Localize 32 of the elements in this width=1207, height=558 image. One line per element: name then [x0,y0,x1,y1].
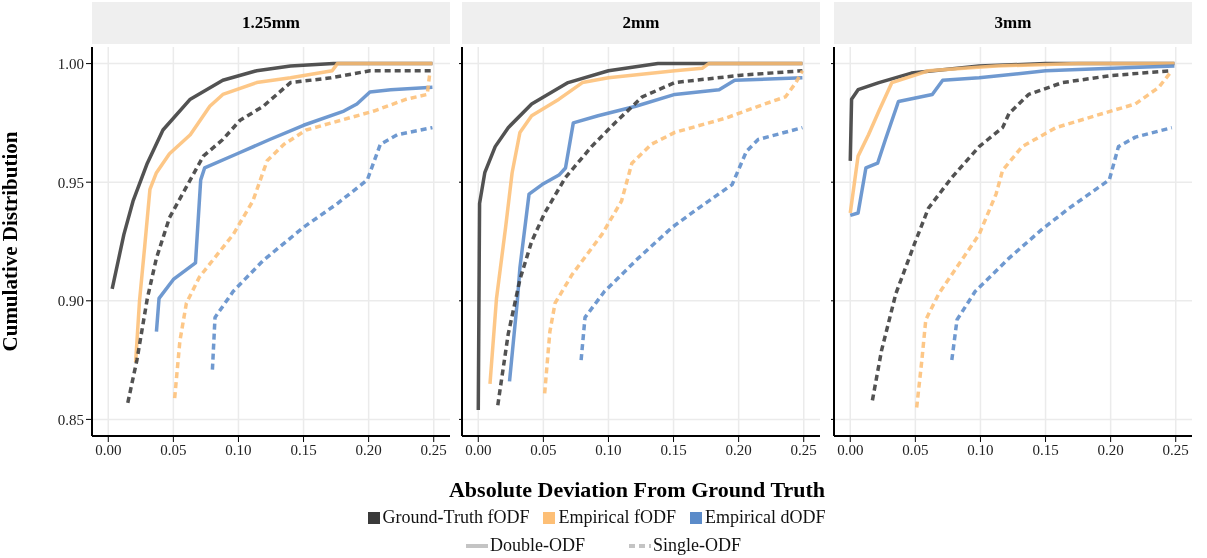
text: Single-ODF [652,534,741,557]
chart-title: 2mm [462,2,820,44]
x-tick-label: 0.15 [290,441,317,458]
x-tick-label: 0.00 [837,441,864,458]
x-tick-label: 0.25 [420,441,447,458]
x-tick-label: 0.10 [225,441,252,458]
chart-title: 1.25mm [92,2,450,44]
x-tick-label: 0.05 [160,441,187,458]
y-axis-title: Cumulative Distribution [0,131,23,352]
x-tick-label: 0.05 [902,441,929,458]
x-tick-label: 0.20 [1097,441,1124,458]
chart-title: 3mm [834,2,1192,44]
x-tick-label: 0.15 [1032,441,1059,458]
x-tick-label: 0.10 [595,441,622,458]
legend-label: Ground-Truth fODF [382,506,530,529]
legend-label: Empirical dODF [704,506,826,529]
y-tick-label: 0.85 [57,411,84,428]
x-tick-label: 0.20 [355,441,382,458]
legend-label: Empirical fODF [558,506,676,529]
x-tick-label: 0.25 [1162,441,1189,458]
x-tick-label: 0.05 [530,441,557,458]
x-tick-label: 0.15 [660,441,687,458]
x-tick-label: 0.25 [790,441,817,458]
y-tick-label: 0.95 [57,174,84,191]
y-tick-label: 1.00 [57,55,84,72]
x-tick-label: 0.00 [465,441,492,458]
x-tick-label: 0.00 [95,441,122,458]
y-tick-label: 0.90 [57,293,84,310]
x-tick-label: 0.10 [967,441,994,458]
x-axis-title: Absolute Deviation From Ground Truth [447,477,827,503]
x-tick-label: 0.20 [725,441,752,458]
text: Double-ODF [489,534,585,557]
